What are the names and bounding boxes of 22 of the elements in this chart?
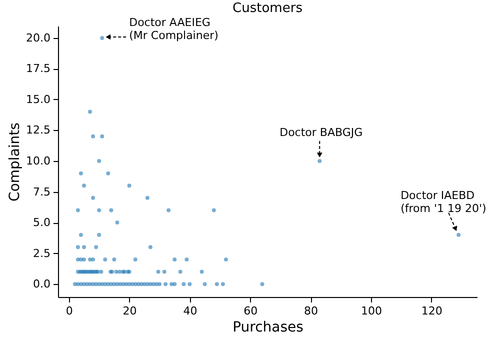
annotation: Doctor AAEIEG (Mr Complainer) xyxy=(129,16,218,42)
y-tick-label: 7.5 xyxy=(33,185,50,198)
y-tick-label: 0.0 xyxy=(33,278,50,291)
x-tick-label: 0 xyxy=(66,304,73,318)
chart-title: Customers xyxy=(232,0,303,16)
y-tick-label: 5.0 xyxy=(33,216,50,230)
annotation: Doctor IAEBD (from '1 19 20') xyxy=(400,188,486,215)
annotation: Doctor BABGJG xyxy=(280,126,363,140)
x-axis-title: Purchases xyxy=(232,320,304,336)
y-tick-label: 2.5 xyxy=(33,246,50,260)
x-tick-label: 80 xyxy=(304,304,318,318)
y-tick-label: 10.0 xyxy=(26,154,50,168)
x-tick-label: 100 xyxy=(360,304,382,318)
y-axis-title: Complaints xyxy=(7,122,24,202)
x-tick-label: 120 xyxy=(421,304,442,318)
y-tick-label: 12.5 xyxy=(26,124,50,137)
x-tick-label: 60 xyxy=(244,304,258,318)
y-tick-label: 17.5 xyxy=(26,62,50,76)
x-tick-label: 20 xyxy=(122,304,137,318)
y-tick-label: 20.0 xyxy=(26,31,50,44)
x-tick-label: 40 xyxy=(183,304,198,318)
y-tick-label: 15.0 xyxy=(26,92,50,106)
